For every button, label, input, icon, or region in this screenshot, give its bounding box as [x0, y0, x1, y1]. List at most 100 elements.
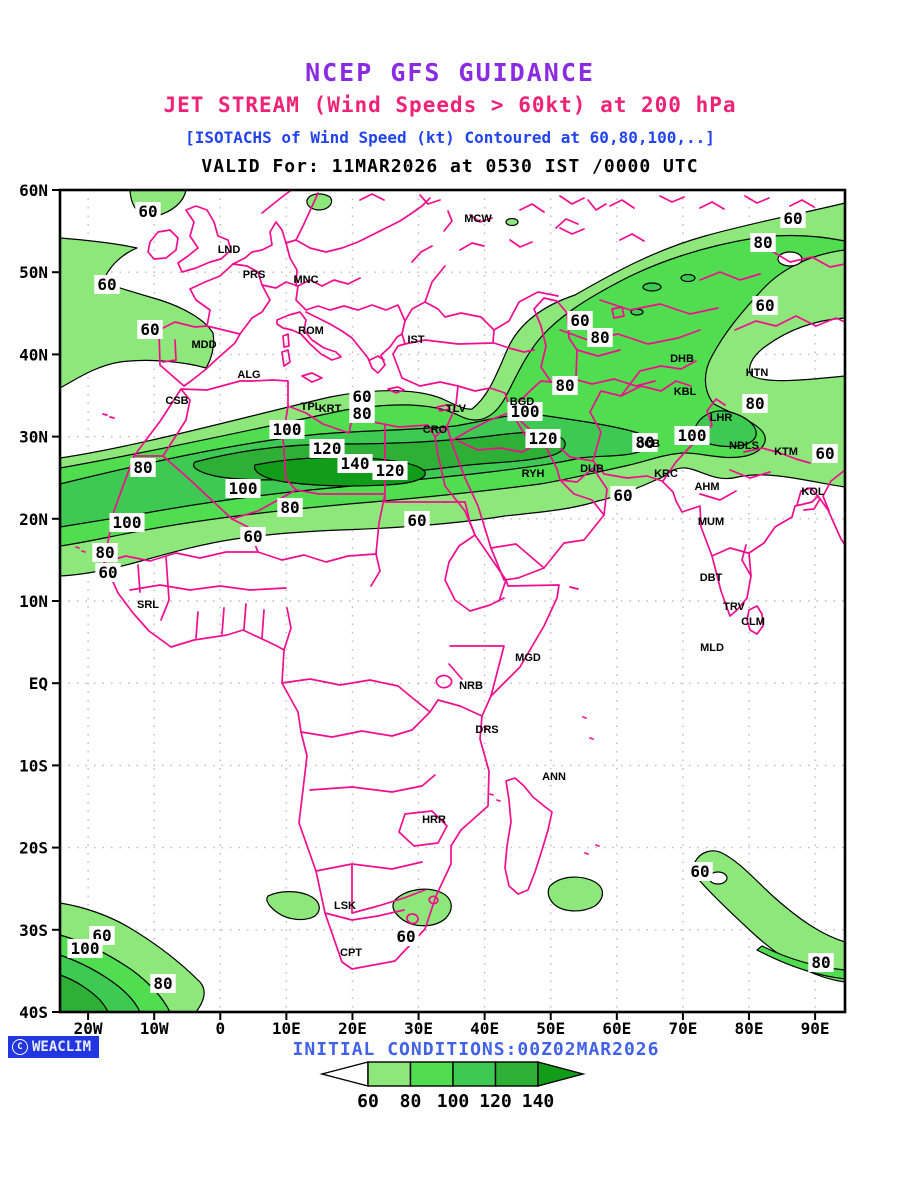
city-label: RYH	[522, 468, 545, 480]
city-label: CRO	[423, 424, 448, 436]
coast-balkans-greece	[305, 311, 403, 374]
isotach-note: [ISOTACHS of Wind Speed (kt) Contoured a…	[185, 128, 715, 147]
small-islands	[75, 413, 600, 855]
contour-label-box	[137, 320, 163, 339]
legend-segment	[367, 1061, 412, 1087]
borders-horn-africa	[444, 501, 507, 697]
borders-xinjiang-mongolia	[699, 249, 846, 331]
legend-arrow-left	[319, 1061, 369, 1087]
contour-label-box	[240, 527, 266, 546]
lat-tick-label: 30N	[19, 428, 48, 447]
city-label: KBL	[674, 386, 697, 398]
contour-label-box	[780, 209, 806, 228]
city-label: MNC	[293, 274, 318, 286]
initial-conditions: INITIAL CONDITIONS:00Z02MAR2026	[292, 1039, 660, 1060]
isotach-60-patch	[392, 888, 452, 927]
contour-label-box	[277, 498, 303, 517]
lon-tick-label: 30E	[404, 1019, 433, 1038]
lon-tick-label: 60E	[602, 1019, 631, 1038]
contour-label-box	[130, 458, 156, 477]
contour-label-box	[750, 233, 776, 252]
city-label: MGD	[515, 652, 541, 664]
contour-label: 100	[113, 513, 142, 532]
contour-label: 60	[755, 296, 774, 315]
contour-label-box	[674, 426, 710, 445]
contour-label-box	[812, 444, 838, 463]
contour-label: 60	[97, 275, 116, 294]
legend-segment	[409, 1061, 454, 1087]
contour-label-box	[808, 953, 834, 972]
contour-label-box	[552, 376, 578, 395]
contour-label: 60	[690, 862, 709, 881]
city-label: LHR	[710, 412, 733, 424]
isotach-60-atlantic	[59, 237, 215, 389]
contour-label: 60	[570, 311, 589, 330]
isotach-60-dot	[505, 217, 519, 227]
coast-madagascar	[504, 777, 553, 895]
lon-tick-label: 40E	[470, 1019, 499, 1038]
sea-black	[401, 301, 495, 345]
legend-segment	[494, 1061, 539, 1087]
contour-label: 120	[313, 439, 342, 458]
isotach-60-patch	[266, 891, 320, 921]
city-label: TPL	[301, 401, 322, 413]
lon-tick-label: 90E	[801, 1019, 830, 1038]
city-label: CLM	[741, 616, 765, 628]
islands-med	[281, 333, 451, 412]
city-label: MCW	[464, 213, 492, 225]
coast-italy	[276, 311, 342, 361]
lon-tick-label: 10E	[272, 1019, 301, 1038]
city-label: TLV	[446, 403, 467, 415]
weaclim-badge: C WEACLIM	[8, 1036, 100, 1058]
borders-southern-africa	[315, 861, 426, 921]
lat-tick-label: 20S	[19, 839, 48, 858]
contour-label: 60	[396, 927, 415, 946]
contour-label-box	[225, 479, 261, 498]
borders-russia-north	[359, 193, 815, 242]
city-label: PRS	[243, 269, 266, 281]
city-label: DBT	[700, 572, 723, 584]
lat-tick-label: 10S	[19, 756, 48, 775]
borders-sahel	[103, 551, 377, 591]
contour-label: 100	[273, 420, 302, 439]
legend-arrow-right	[537, 1061, 586, 1087]
contour-label-box	[610, 486, 636, 505]
city-label: IST	[407, 334, 424, 346]
legend-value-label: 120	[479, 1091, 512, 1112]
contour-label: 80	[352, 404, 371, 423]
coast-arabia	[450, 411, 608, 581]
legend-value-label: 80	[400, 1091, 422, 1112]
valid-time-line: VALID For: 11MAR2026 at 0530 IST /0000 U…	[201, 156, 699, 177]
contour-label: 60	[98, 563, 117, 582]
city-label: MDD	[191, 339, 216, 351]
contour-label: 80	[753, 233, 772, 252]
lon-tick-label: 70E	[668, 1019, 697, 1038]
borders-central-asia	[559, 299, 719, 387]
contour-label-box	[752, 296, 778, 315]
city-label: JCB	[638, 438, 660, 450]
contour-label: 100	[678, 426, 707, 445]
city-label: DHB	[670, 353, 694, 365]
borders-russia-east-europe	[411, 199, 607, 353]
city-label: KRT	[319, 403, 342, 415]
legend-value-label: 100	[437, 1091, 470, 1112]
contour-label-box	[94, 275, 120, 294]
page-subtitle: JET STREAM (Wind Speeds > 60kt) at 200 h…	[163, 93, 737, 117]
contour-label: 120	[529, 429, 558, 448]
legend-value-label: 140	[522, 1091, 555, 1112]
contour-label-box	[687, 862, 713, 881]
contour-label: 80	[133, 458, 152, 477]
copyright-icon: C	[12, 1039, 28, 1055]
contour-label: 80	[590, 328, 609, 347]
legend-segment	[452, 1061, 497, 1087]
contour-label: 80	[555, 376, 574, 395]
contour-label: 80	[745, 394, 764, 413]
border-france	[189, 263, 271, 335]
sea-caspian	[533, 297, 578, 383]
borders-west-africa	[137, 556, 292, 651]
contour-label-box	[567, 311, 593, 330]
contour-label-box	[349, 404, 375, 423]
legend-colorbar: 60 80 100 120 140	[319, 1061, 586, 1112]
